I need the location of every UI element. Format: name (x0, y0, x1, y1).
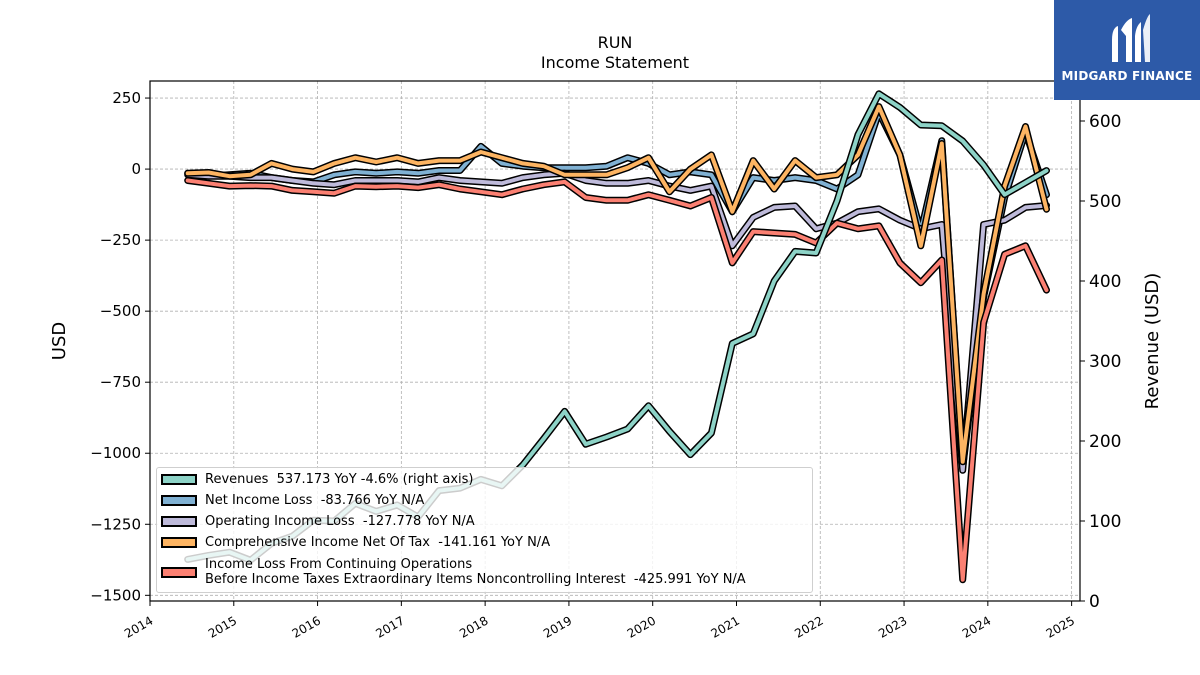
legend-item-comprehensive-income: Comprehensive Income Net Of Tax -141.161… (161, 535, 550, 550)
x-tick-label: 2025 (1044, 613, 1077, 640)
legend-item-net-income-loss: Net Income Loss -83.766 YoY N/A (161, 493, 424, 508)
y-right-axis-label: Revenue (USD) (1142, 273, 1163, 410)
x-tick-label: 2020 (625, 613, 658, 640)
y-right-tick-label: 300 (1089, 352, 1121, 372)
legend-label: Comprehensive Income Net Of Tax -141.161… (205, 535, 551, 550)
series-line (185, 104, 1049, 464)
legend-swatch (161, 516, 197, 527)
y-right-tick-label: 500 (1089, 192, 1121, 212)
legend-label: Revenues 537.173 YoY -4.6% (right axis) (205, 472, 474, 487)
legend-swatch (161, 537, 197, 548)
legend-label: Net Income Loss -83.766 YoY N/A (205, 493, 425, 508)
x-tick-label: 2017 (373, 613, 406, 640)
chart-subtitle: Income Statement (540, 53, 690, 72)
x-tick-label: 2023 (876, 613, 909, 640)
y-right-tick-label: 400 (1089, 272, 1121, 292)
brand-mark-icon (1112, 14, 1150, 62)
chart-legend: Revenues 537.173 YoY -4.6% (right axis) … (156, 467, 813, 593)
legend-swatch (161, 474, 197, 485)
x-tick-label: 2019 (541, 613, 574, 640)
legend-swatch (161, 566, 197, 578)
brand-name: MIDGARD FINANCE (1061, 69, 1193, 83)
y-axis-label: USD (49, 322, 70, 360)
y-right-tick-label: 600 (1089, 112, 1121, 132)
series-line (185, 178, 1049, 582)
x-tick-label: 2022 (792, 613, 825, 640)
y-tick-label: 0 (131, 160, 141, 178)
chart-title: RUN (597, 33, 633, 52)
x-tick-label: 2015 (206, 613, 239, 640)
brand-logo: MIDGARD FINANCE (1054, 0, 1200, 100)
y-tick-label: −1500 (90, 586, 141, 604)
y-tick-label: −500 (100, 302, 141, 320)
legend-label: Income Loss From Continuing Operations B… (205, 557, 746, 587)
y-tick-label: −1000 (90, 444, 141, 462)
x-tick-label: 2014 (122, 613, 155, 640)
x-tick-label: 2024 (960, 613, 993, 640)
x-tick-label: 2018 (457, 613, 490, 640)
legend-item-revenues: Revenues 537.173 YoY -4.6% (right axis) (161, 472, 474, 487)
y-tick-label: 250 (112, 89, 141, 107)
legend-item-income-loss-continuing-ops: Income Loss From Continuing Operations B… (161, 557, 746, 587)
x-tick-label: 2021 (709, 613, 742, 640)
legend-item-operating-income-loss: Operating Income Loss -127.778 YoY N/A (161, 514, 475, 529)
y-tick-label: −250 (100, 231, 141, 249)
legend-swatch (161, 495, 197, 506)
y-right-tick-label: 200 (1089, 432, 1121, 452)
y-right-tick-label: 0 (1089, 592, 1100, 612)
series-line-outline (184, 108, 1050, 471)
legend-label: Operating Income Loss -127.778 YoY N/A (205, 514, 475, 529)
y-tick-label: −750 (100, 373, 141, 391)
y-tick-label: −1250 (90, 515, 141, 533)
y-right-tick-label: 100 (1089, 512, 1121, 532)
x-tick-label: 2016 (290, 613, 323, 640)
series-line (185, 171, 1049, 473)
plot-frame (149, 80, 1081, 602)
